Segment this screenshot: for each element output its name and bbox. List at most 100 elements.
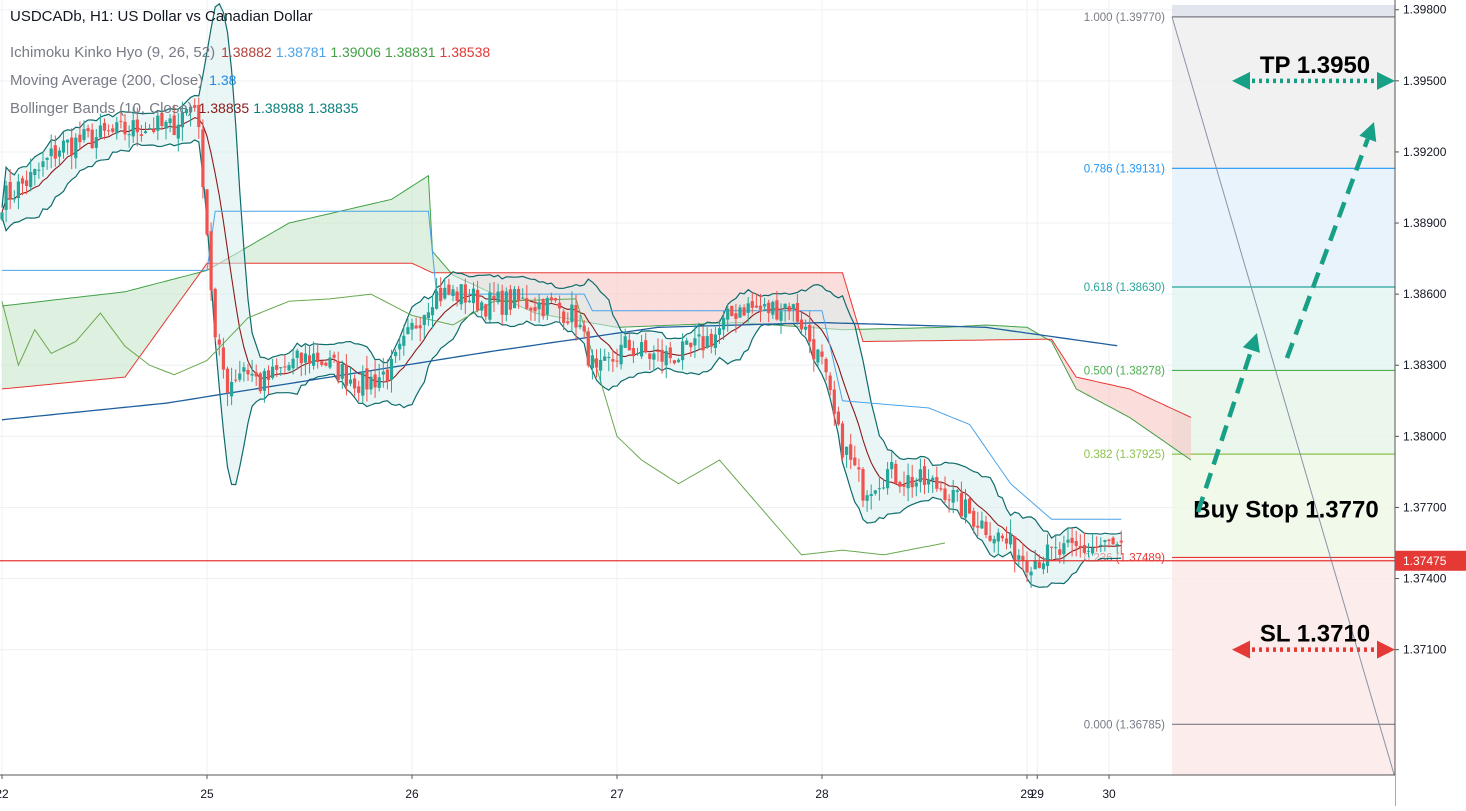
candle-body (250, 373, 254, 376)
cloud-segment (1121, 387, 1126, 416)
candle-body (742, 307, 746, 316)
candle-body (189, 106, 193, 113)
candle-body (254, 372, 258, 377)
candle-body (549, 297, 553, 301)
cloud-segment (371, 203, 376, 264)
candle-body (500, 290, 504, 315)
candle-body (681, 341, 685, 361)
candle-body (627, 339, 631, 351)
cloud-segment (703, 272, 708, 325)
candle-body (890, 462, 894, 470)
fib-level-label: 0.382 (1.37925) (1084, 449, 1165, 461)
indicator-moving-average[interactable]: Moving Average (200, Close) 1.38 (10, 72, 246, 89)
candle-body (537, 302, 541, 310)
candle-body (463, 284, 467, 303)
indicator-bollinger-label: Bollinger Bands (10, Close) (10, 100, 193, 117)
candle-body (262, 370, 266, 391)
time-tick-label: 30 (1102, 787, 1116, 801)
candle-body (517, 288, 521, 301)
candle-body (988, 535, 992, 541)
candle-body (1066, 539, 1070, 543)
sl-arrow-arrowhead-left (1232, 640, 1250, 659)
cloud-segment (936, 327, 941, 341)
time-tick-label: 28 (815, 787, 829, 801)
price-tick-label: 1.37100 (1403, 643, 1447, 657)
candle-body (8, 181, 12, 199)
candle-body (611, 359, 615, 362)
cloud-segment (416, 180, 421, 268)
cloud-segment (1096, 381, 1101, 403)
price-tick-label: 1.39800 (1403, 3, 1447, 17)
buy-stop-label: Buy Stop 1.3770 (1193, 496, 1378, 523)
candle-body (1021, 555, 1025, 562)
candle-body (590, 355, 594, 369)
candle-body (258, 373, 262, 392)
cloud-segment (621, 272, 626, 328)
candle-body (865, 495, 869, 501)
cloud-segment (617, 272, 622, 328)
candle-body (730, 305, 734, 316)
cloud-segment (1141, 394, 1146, 429)
candle-body (599, 359, 603, 371)
time-tick-label: 27 (610, 787, 624, 801)
cloud-segment (1068, 364, 1073, 382)
candle-body (287, 365, 291, 371)
candle-body (1009, 533, 1013, 545)
candle-body (840, 423, 845, 458)
candle-body (504, 291, 508, 315)
cloud-segment (358, 205, 363, 264)
cloud-segment (957, 326, 962, 341)
cloud-segment (420, 178, 425, 270)
candle-body (795, 303, 799, 322)
indicator-bollinger[interactable]: Bollinger Bands (10, Close) 1.38835 1.3898… (10, 100, 368, 117)
candle-body (1119, 540, 1123, 543)
candle-body (127, 134, 131, 136)
cloud-segment (928, 327, 933, 341)
candle-body (353, 378, 357, 389)
cloud-segment (961, 326, 966, 341)
candle-body (578, 324, 582, 328)
candle-body (943, 488, 947, 500)
candle-body (705, 336, 709, 348)
cloud-segment (272, 230, 277, 264)
candle-body (41, 161, 45, 168)
candle-body (939, 488, 943, 490)
candle-body (221, 347, 225, 370)
cloud-segment (125, 290, 130, 378)
fib-zone (1172, 168, 1395, 288)
candle-body (217, 339, 221, 345)
cloud-segment (891, 328, 896, 342)
candle-body (713, 334, 717, 348)
cloud-segment (403, 188, 408, 264)
cloud-segment (625, 272, 630, 328)
candle-body (148, 128, 152, 130)
price-tick-label: 1.38300 (1403, 358, 1447, 372)
candle-body (910, 476, 914, 488)
cloud-segment (100, 294, 105, 380)
cloud-segment (1010, 326, 1015, 340)
candle-body (115, 122, 119, 134)
price-tick-label: 1.37700 (1403, 500, 1447, 514)
cloud-segment (161, 281, 166, 326)
candle-body (266, 370, 271, 380)
candle-body (996, 532, 1000, 542)
candle-body (861, 468, 865, 501)
candle-body (906, 475, 910, 489)
indicator-value: 1.39006 (330, 44, 381, 60)
cloud-segment (899, 328, 904, 342)
cloud-segment (949, 326, 954, 341)
candle-body (488, 292, 492, 320)
indicator-ichimoku[interactable]: Ichimoku Kinko Hyo (9, 26, 52) 1.38882 1.3… (10, 44, 500, 61)
candle-body (111, 128, 115, 132)
cloud-segment (965, 325, 970, 341)
candle-body (1062, 543, 1066, 555)
candle-body (927, 479, 931, 485)
cloud-segment (412, 183, 417, 266)
cloud-segment (301, 219, 306, 264)
candle-body (422, 314, 426, 326)
cloud-segment (387, 199, 392, 264)
tp-arrow-arrowhead-left (1232, 71, 1250, 90)
